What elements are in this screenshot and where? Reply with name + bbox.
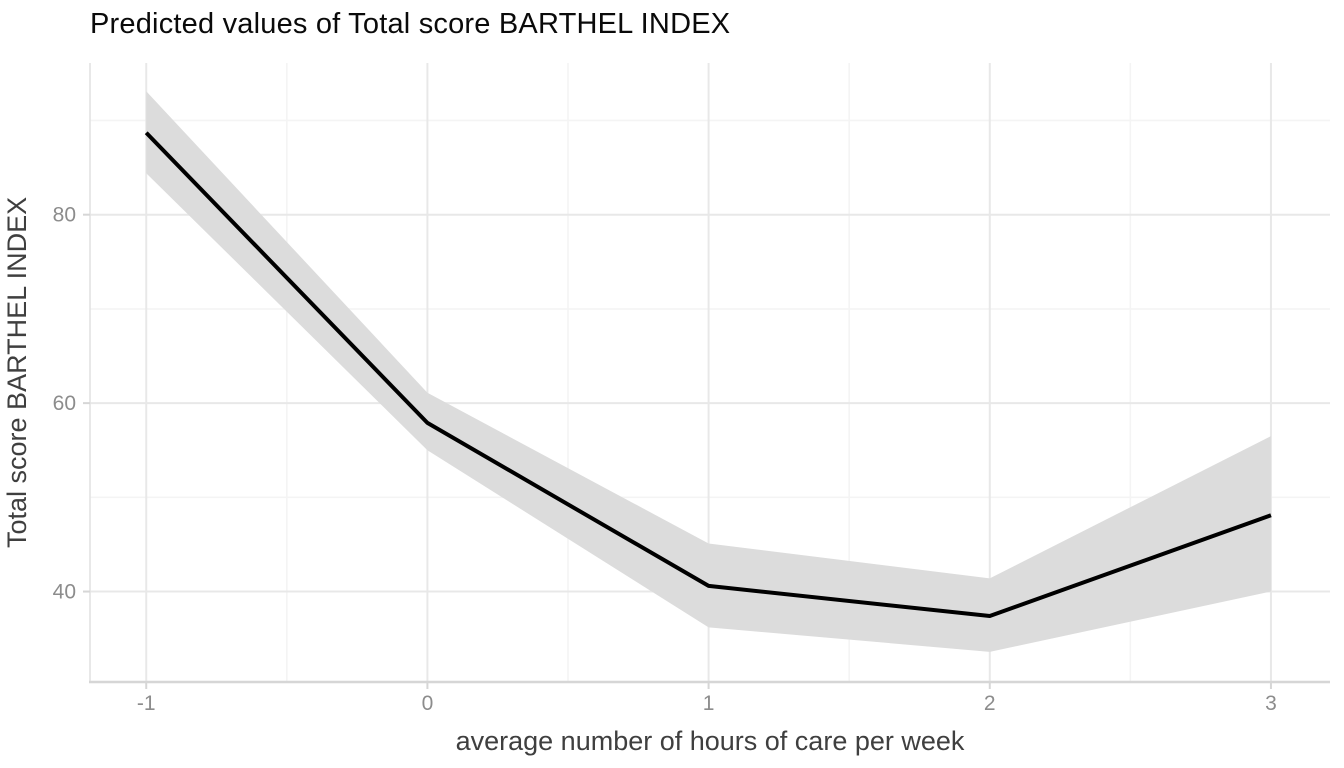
y-axis-title: Total score BARTHEL INDEX (2, 196, 32, 549)
x-tick-label: 1 (703, 692, 715, 715)
x-tick-label: -1 (137, 692, 156, 715)
prediction-line (144, 131, 1272, 619)
y-tick-label: 60 (53, 392, 76, 415)
y-tick-label: 40 (53, 581, 76, 604)
x-tick-label: 0 (422, 692, 434, 715)
confidence-ribbon (146, 91, 1271, 652)
x-tick-label: 2 (984, 692, 996, 715)
x-tick-label: 3 (1265, 692, 1277, 715)
y-tick-label: 80 (53, 204, 76, 227)
x-axis-title: average number of hours of care per week (455, 726, 965, 756)
chart-title: Predicted values of Total score BARTHEL … (90, 8, 731, 40)
